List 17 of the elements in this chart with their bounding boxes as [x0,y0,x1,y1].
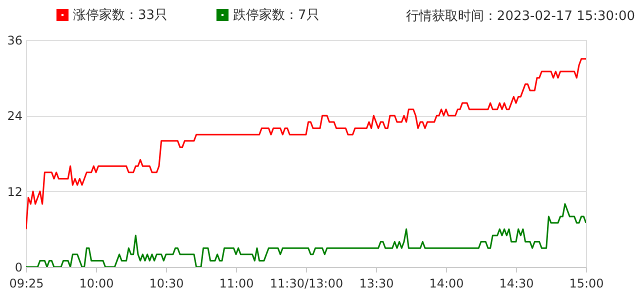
x-tick-label: 09:25 [9,276,44,290]
x-tick-label: 10:30 [149,276,184,290]
x-tick-label: 11:00 [219,276,254,290]
y-tick-label: 24 [7,109,22,124]
x-tick-label: 14:00 [429,276,464,290]
x-tick-label: 15:00 [569,276,604,290]
y-tick-label: 0 [14,260,22,274]
x-tick-label: 11:30/13:00 [270,276,344,290]
x-tick-label: 14:30 [499,276,534,290]
y-tick-label: 12 [7,184,22,199]
y-tick-label: 36 [7,34,22,48]
legend-label: 跌停家数：7只 [233,6,320,23]
x-tick-label: 10:00 [79,276,114,290]
legend-label: 涨停家数：33只 [73,6,168,23]
line-series [26,58,586,230]
text: 行情获取时间：2023-02-17 15:30:00 [406,9,635,24]
x-tick-label: 13:30 [359,276,394,290]
